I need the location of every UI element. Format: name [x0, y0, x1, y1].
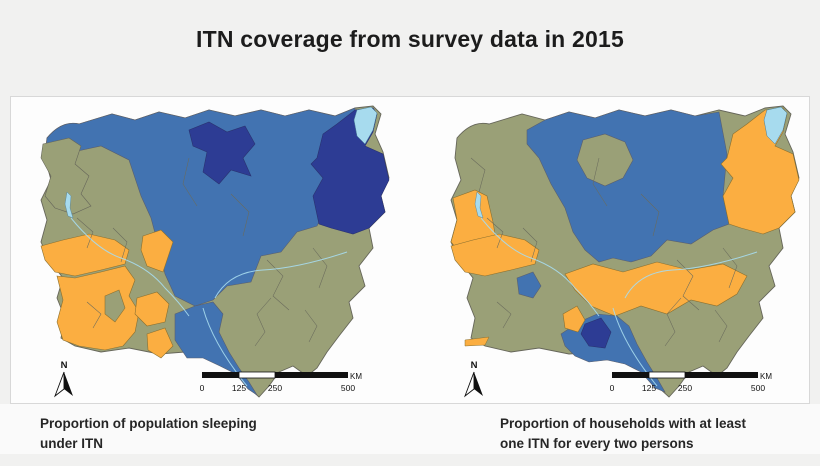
north-arrow: N	[464, 360, 483, 398]
scale-label-250: 250	[268, 383, 282, 393]
state-boundaries	[76, 157, 328, 347]
map-panel: N 0 125 250 500 KM	[10, 96, 810, 404]
page-title: ITN coverage from survey data in 2015	[196, 26, 624, 52]
scale-label-250: 250	[678, 383, 692, 393]
scale-label-125: 125	[642, 383, 656, 393]
kainji-lake	[474, 191, 484, 219]
region-kano	[188, 121, 256, 185]
region-center-patch	[134, 291, 170, 327]
caption-right-line2: one ITN for every two persons	[500, 436, 694, 452]
region-southwest	[56, 265, 140, 351]
caption-right: Proportion of households with at least o…	[500, 414, 820, 455]
region-anambra	[580, 317, 612, 349]
scale-label-500: 500	[751, 383, 765, 393]
scale-label-0: 0	[610, 383, 615, 393]
caption-left: Proportion of population sleeping under …	[40, 414, 370, 455]
north-arrow: N	[54, 360, 73, 398]
region-osun	[516, 271, 542, 299]
map-left: N 0 125 250 500 KM	[40, 105, 390, 398]
region-sokoto-wedge	[40, 137, 92, 215]
caption-band	[0, 404, 820, 454]
caption-left-line2: under ITN	[40, 436, 103, 452]
scale-bar: 0 125 250 500 KM	[200, 371, 362, 393]
scale-unit: KM	[760, 372, 772, 381]
north-label: N	[61, 360, 68, 371]
scale-label-125: 125	[232, 383, 246, 393]
scale-unit: KM	[350, 372, 362, 381]
state-boundaries	[470, 157, 738, 347]
kainji-lake	[64, 191, 74, 219]
lake-chad	[763, 106, 788, 145]
scale-label-500: 500	[341, 383, 355, 393]
map-right: N 0 125 250 500 KM	[450, 105, 800, 398]
scale-label-0: 0	[200, 383, 205, 393]
region-kwara	[40, 233, 130, 277]
river-niger	[480, 217, 600, 317]
region-north-mass	[526, 109, 730, 263]
scale-bar: 0 125 250 500 KM	[610, 371, 772, 393]
caption-left-line1: Proportion of population sleeping	[40, 416, 257, 431]
region-lagos-sliver	[464, 336, 490, 347]
lake-chad	[353, 106, 378, 145]
region-benue-band	[564, 261, 748, 317]
region-delta-north	[562, 305, 586, 333]
region-imo	[146, 327, 174, 359]
north-label: N	[471, 360, 478, 371]
caption-right-line1: Proportion of households with at least	[500, 416, 747, 431]
region-kwara	[450, 233, 540, 277]
region-fct	[140, 229, 174, 273]
river-niger	[70, 217, 190, 317]
